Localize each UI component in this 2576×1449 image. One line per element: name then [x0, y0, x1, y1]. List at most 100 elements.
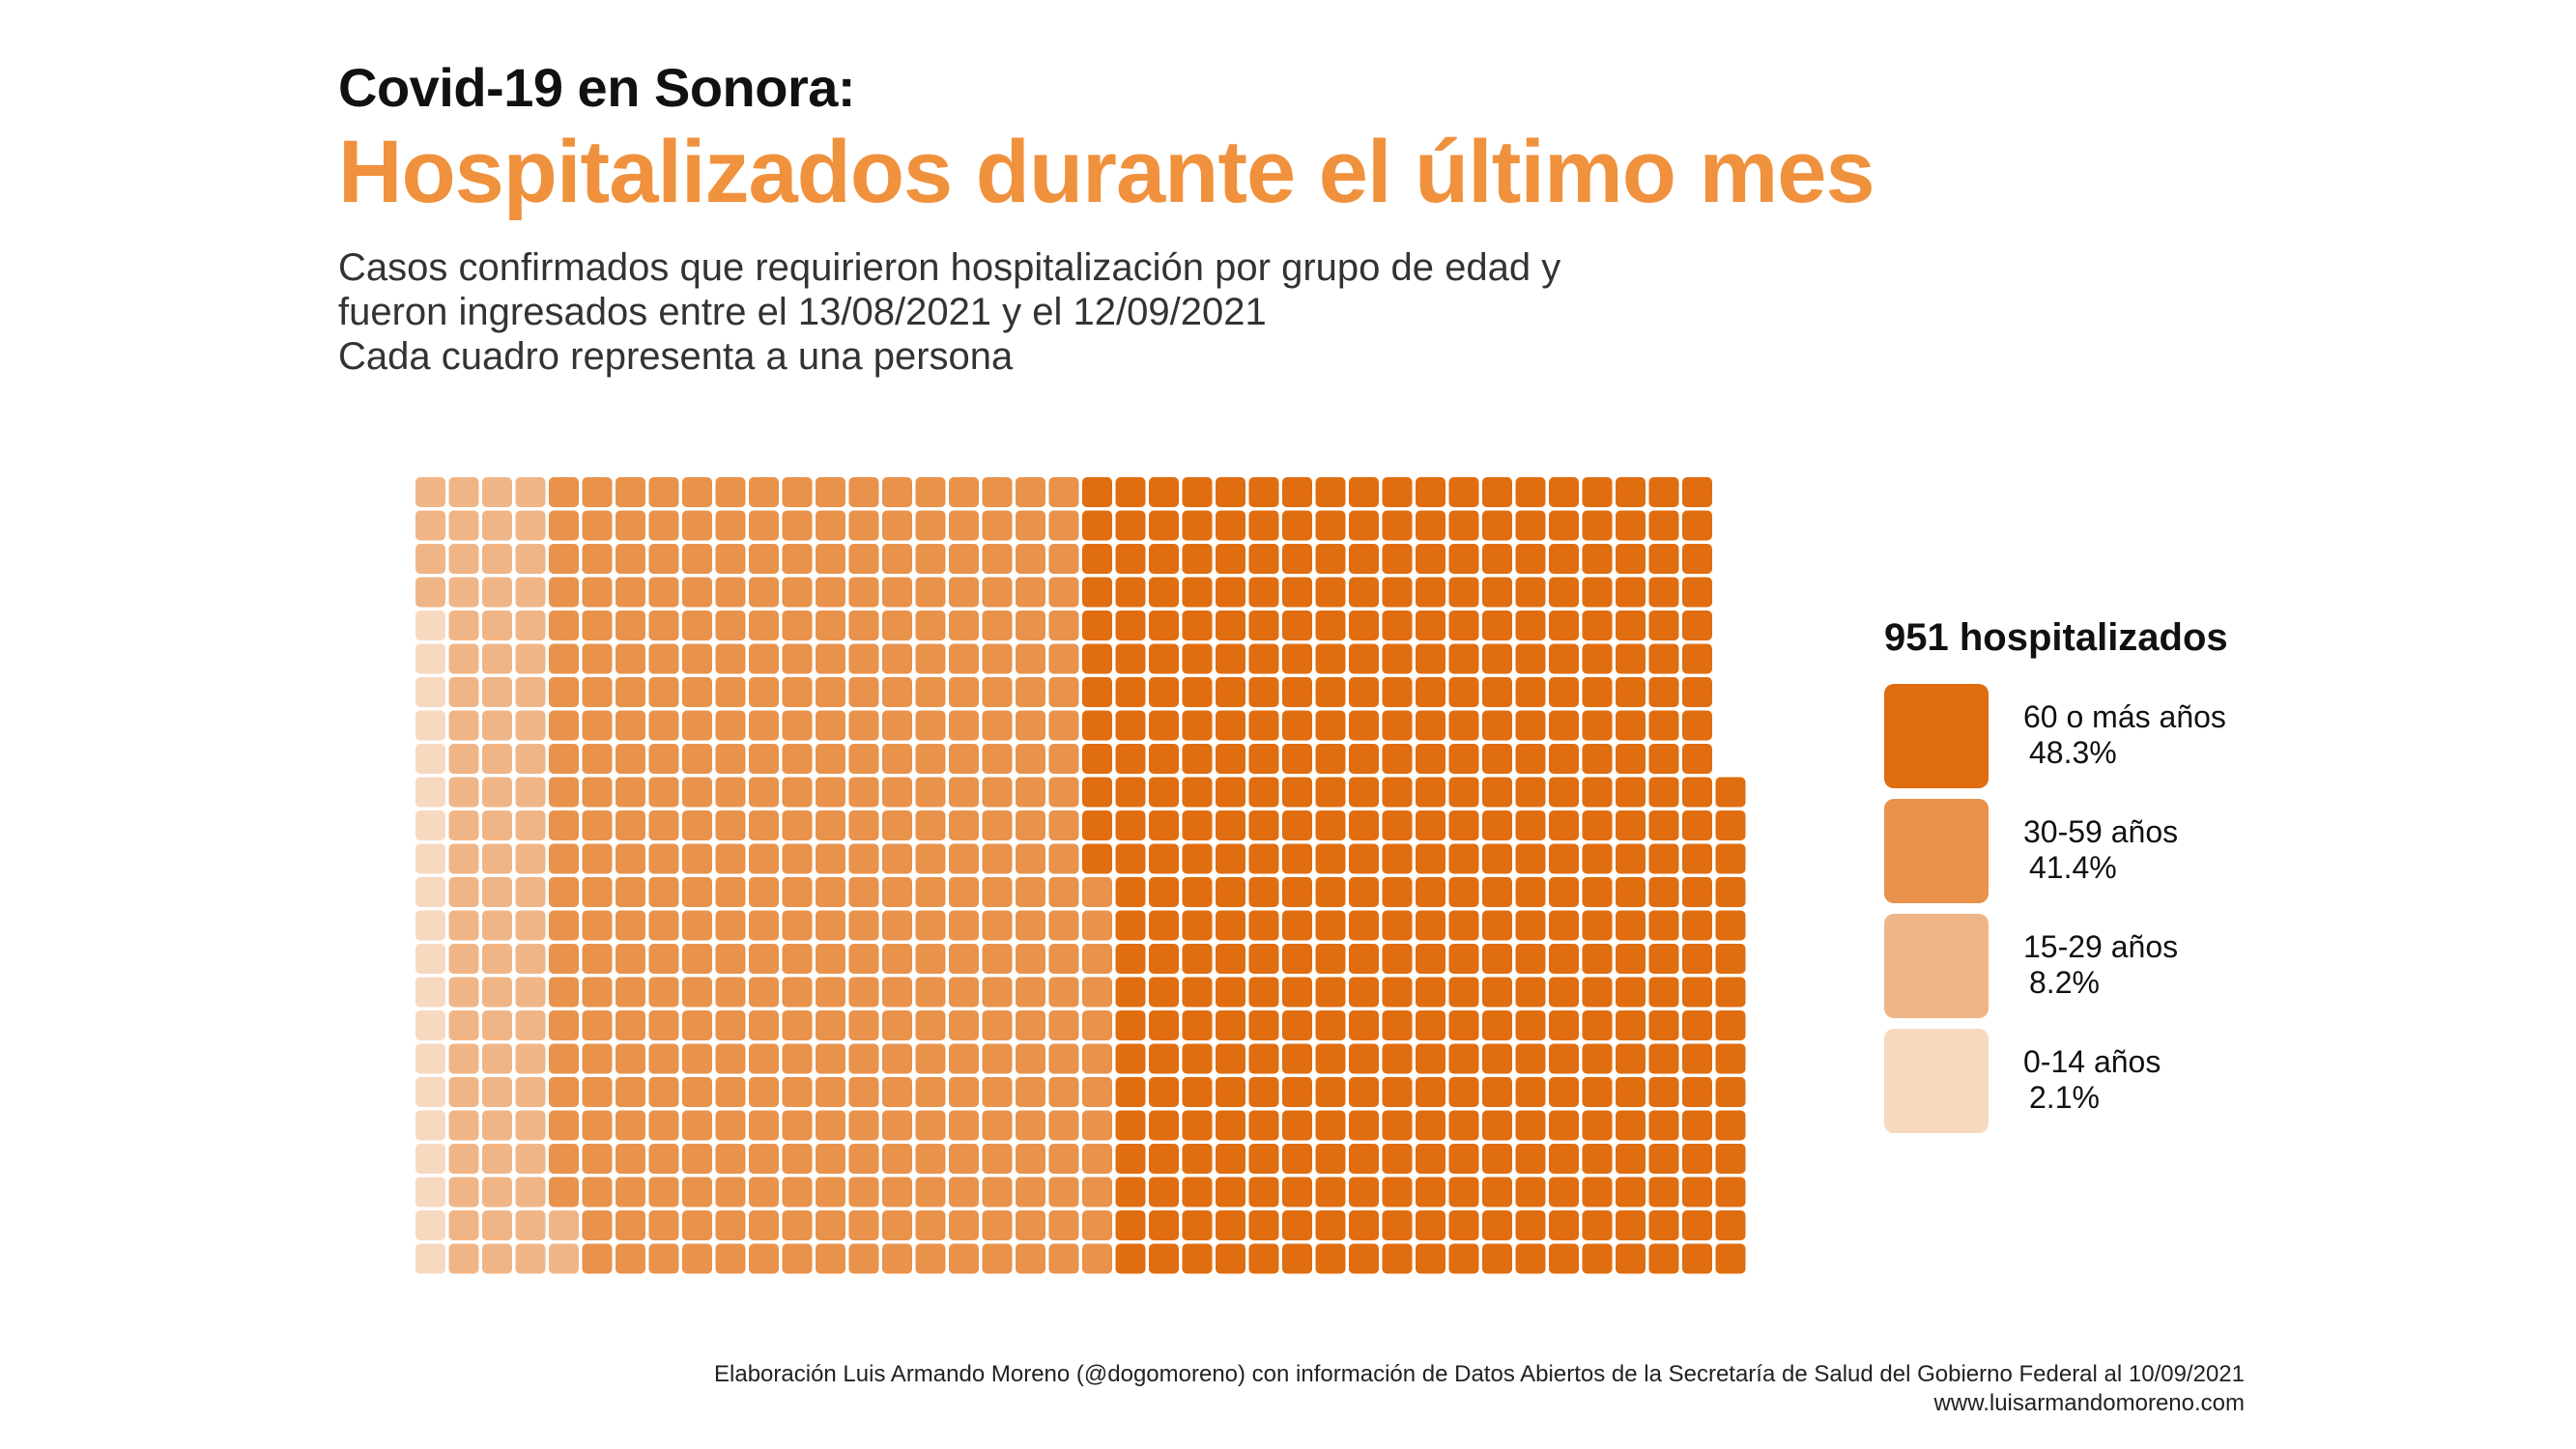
waffle-cell [415, 977, 445, 1008]
waffle-cell [1115, 944, 1146, 974]
waffle-cell [1282, 1110, 1312, 1141]
waffle-cell [1016, 1210, 1045, 1240]
waffle-cell [1248, 611, 1279, 640]
waffle-cell [1416, 544, 1445, 574]
waffle-cell [882, 611, 912, 640]
waffle-cell [1048, 910, 1079, 941]
waffle-cell [415, 1210, 445, 1240]
waffle-cell [1048, 777, 1079, 808]
chart-kicker: Covid-19 en Sonora: [338, 57, 856, 118]
waffle-cell [882, 910, 912, 941]
waffle-cell [1315, 910, 1346, 941]
waffle-cell [1515, 1077, 1546, 1107]
waffle-cell [749, 677, 779, 707]
waffle-cell [615, 1144, 645, 1174]
waffle-cell [515, 710, 546, 741]
waffle-cell [1648, 710, 1679, 741]
waffle-cell [1282, 977, 1312, 1008]
waffle-cell [1115, 1144, 1146, 1174]
waffle-cell [749, 1010, 779, 1040]
waffle-cell [648, 1010, 679, 1040]
waffle-cell [1416, 977, 1445, 1008]
waffle-cell [816, 1110, 845, 1141]
waffle-cell [882, 477, 912, 507]
waffle-cell [915, 1043, 946, 1074]
waffle-cell [1349, 1144, 1379, 1174]
waffle-cell [615, 777, 645, 808]
waffle-cell [1182, 977, 1213, 1008]
waffle-cell [1448, 877, 1479, 907]
waffle-cell [682, 1110, 712, 1141]
waffle-cell [648, 544, 679, 574]
waffle-cell [1315, 977, 1346, 1008]
waffle-cell [482, 510, 512, 541]
waffle-cell [1216, 777, 1245, 808]
waffle-cell [482, 544, 512, 574]
waffle-cell [915, 977, 946, 1008]
waffle-cell [915, 1077, 946, 1107]
waffle-cell [1482, 1010, 1512, 1040]
waffle-cell [448, 810, 479, 840]
waffle-cell [448, 1077, 479, 1107]
waffle-cell [715, 544, 746, 574]
waffle-cell [1149, 510, 1179, 541]
waffle-cell [515, 1243, 546, 1274]
waffle-cell [1682, 777, 1712, 808]
waffle-cell [882, 877, 912, 907]
waffle-cell [1515, 1144, 1546, 1174]
waffle-cell [816, 710, 845, 741]
waffle-cell [949, 944, 979, 974]
waffle-cell [949, 577, 979, 608]
waffle-cell [982, 977, 1013, 1008]
legend-swatch [1884, 799, 1989, 903]
waffle-cell [1515, 1010, 1546, 1040]
waffle-cell [515, 777, 546, 808]
waffle-cell [1682, 843, 1712, 874]
waffle-cell [749, 1077, 779, 1107]
waffle-cell [682, 877, 712, 907]
waffle-cell [482, 977, 512, 1008]
waffle-cell [1182, 777, 1213, 808]
waffle-cell [1182, 1010, 1213, 1040]
waffle-cell [1349, 777, 1379, 808]
waffle-cell [615, 1210, 645, 1240]
waffle-cell [1082, 1144, 1112, 1174]
waffle-cell [782, 744, 813, 774]
waffle-cell [1082, 744, 1112, 774]
waffle-cell [682, 510, 712, 541]
waffle-cell [1315, 1010, 1346, 1040]
waffle-cell [1315, 477, 1346, 507]
waffle-cell [1349, 477, 1379, 507]
waffle-cell [1715, 877, 1746, 907]
waffle-cell [1382, 611, 1413, 640]
waffle-cell [1549, 777, 1579, 808]
waffle-cell [715, 477, 746, 507]
waffle-cell [782, 643, 813, 674]
waffle-cell [1082, 1010, 1112, 1040]
waffle-cell [1315, 611, 1346, 640]
waffle-cell [1349, 1010, 1379, 1040]
waffle-cell [1016, 977, 1045, 1008]
waffle-cell [1582, 510, 1613, 541]
waffle-cell [982, 810, 1013, 840]
waffle-cell [749, 944, 779, 974]
waffle-cell [1582, 1177, 1613, 1208]
waffle-cell [1416, 510, 1445, 541]
waffle-cell [1682, 544, 1712, 574]
waffle-cell [582, 643, 613, 674]
waffle-cell [982, 1243, 1013, 1274]
waffle-cell [415, 577, 445, 608]
waffle-cell [1349, 710, 1379, 741]
waffle-cell [515, 1177, 546, 1208]
waffle-cell [1248, 1210, 1279, 1240]
waffle-cell [1382, 510, 1413, 541]
waffle-cell [1448, 677, 1479, 707]
waffle-cell [1416, 710, 1445, 741]
waffle-cell [949, 1110, 979, 1141]
waffle-cell [782, 1144, 813, 1174]
waffle-cell [1248, 1144, 1279, 1174]
waffle-cell [615, 677, 645, 707]
legend-swatch [1884, 1029, 1989, 1133]
waffle-cell [648, 1243, 679, 1274]
waffle-cell [482, 744, 512, 774]
